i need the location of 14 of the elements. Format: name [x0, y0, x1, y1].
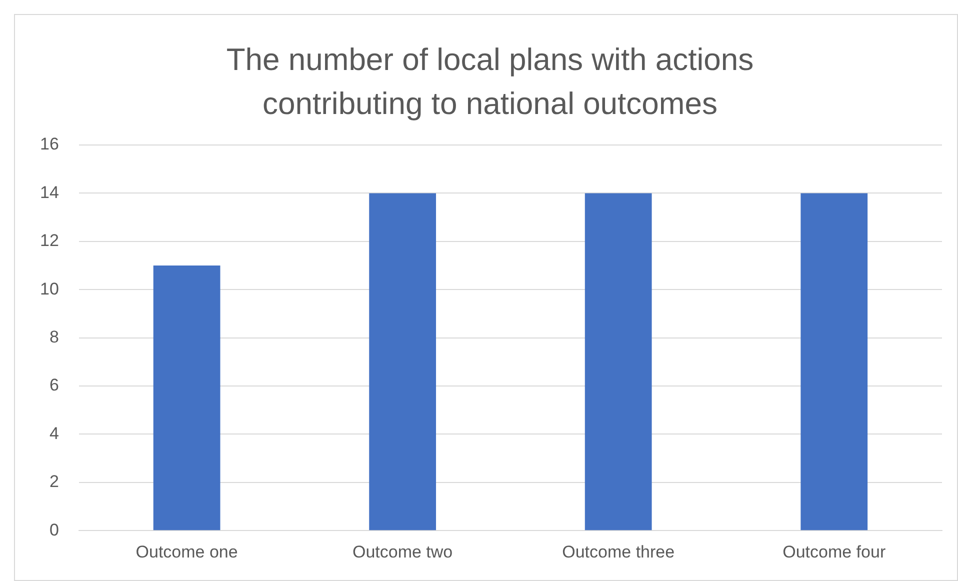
y-tick-label: 16 [40, 134, 59, 154]
chart-title: The number of local plans with actions contributing to national outcomes [225, 41, 755, 123]
y-tick-label: 4 [49, 424, 59, 443]
x-tick-label: Outcome three [562, 542, 675, 562]
y-tick-label: 0 [49, 520, 59, 540]
x-tick-label: Outcome one [136, 542, 238, 562]
y-tick-label: 10 [40, 279, 59, 298]
y-tick-label: 14 [40, 182, 59, 202]
y-tick-label: 6 [49, 376, 59, 395]
y-tick-label: 2 [49, 472, 59, 492]
y-tick-label: 8 [49, 327, 59, 346]
y-tick-label: 12 [40, 231, 59, 250]
x-tick-label: Outcome two [352, 542, 453, 562]
x-tick-label: Outcome four [782, 542, 886, 562]
